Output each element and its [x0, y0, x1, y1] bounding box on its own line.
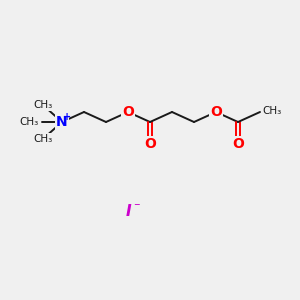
Text: CH₃: CH₃: [20, 117, 39, 127]
Text: ⁻: ⁻: [133, 202, 139, 214]
Text: CH₃: CH₃: [33, 134, 52, 144]
Text: CH₃: CH₃: [33, 100, 52, 110]
Text: +: +: [63, 112, 71, 122]
Text: I: I: [125, 205, 131, 220]
Text: O: O: [144, 137, 156, 151]
Text: CH₃: CH₃: [262, 106, 281, 116]
Text: O: O: [232, 137, 244, 151]
Text: O: O: [122, 105, 134, 119]
Text: N: N: [56, 115, 68, 129]
Text: O: O: [210, 105, 222, 119]
